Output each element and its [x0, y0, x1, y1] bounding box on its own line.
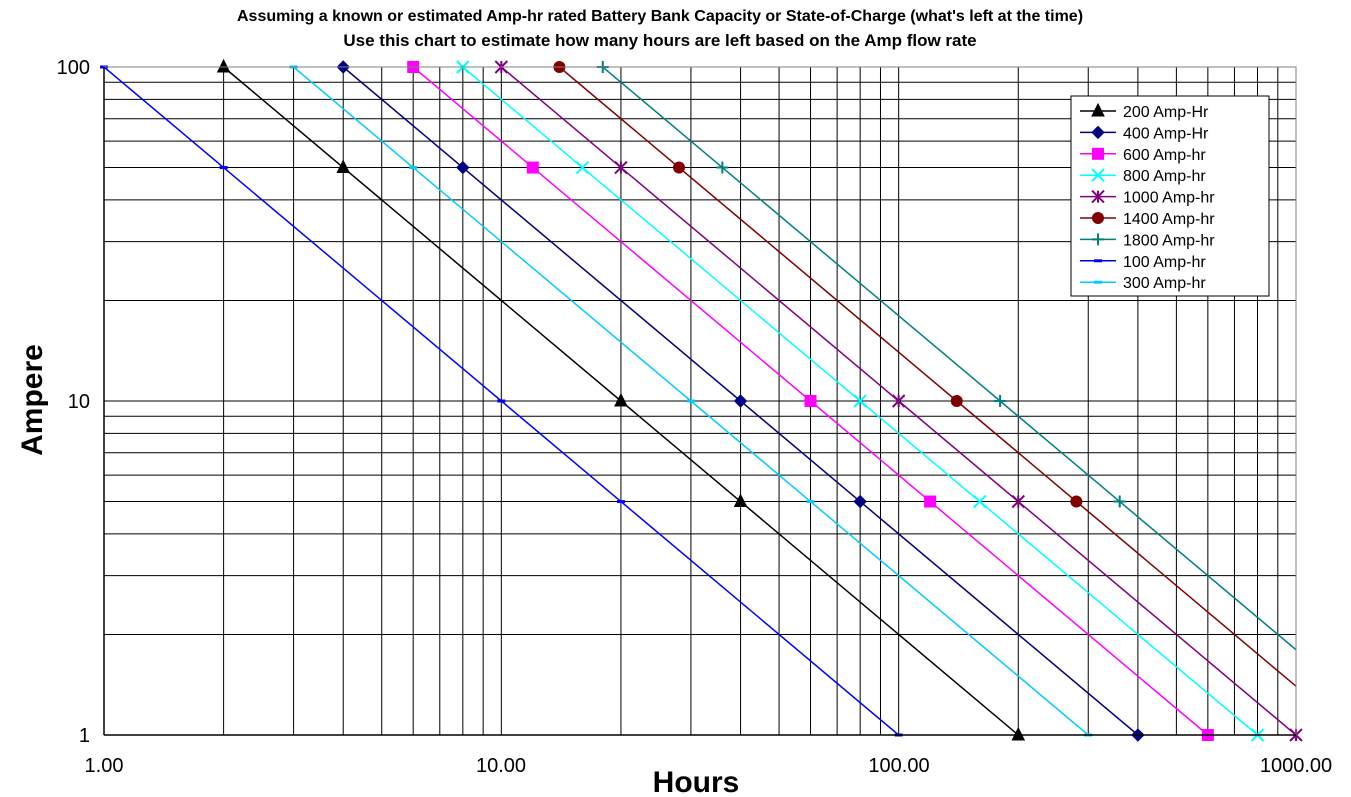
series-point — [673, 161, 686, 174]
y-tick-label: 10 — [68, 391, 90, 413]
series-point — [994, 395, 1007, 407]
legend-swatch-marker — [1092, 233, 1104, 246]
x-tick-labels: 1.00 10.00 100.00 1000.00 — [85, 755, 1333, 777]
series-point — [804, 395, 817, 407]
y-tick-label: 1 — [79, 725, 90, 747]
series-point — [614, 392, 628, 407]
y-tick-label: 100 — [57, 57, 90, 79]
series-point — [336, 159, 351, 174]
legend-swatch-marker — [1092, 147, 1104, 160]
series-point — [1011, 726, 1026, 741]
series-point — [1011, 494, 1025, 509]
series-point — [456, 160, 470, 175]
y-tick-labels: 1 10 100 — [57, 57, 90, 747]
y-axis-label: Ampere — [16, 344, 49, 456]
series-point — [973, 494, 987, 509]
chart-title: Assuming a known or estimated Amp-hr rat… — [237, 8, 1083, 25]
legend-label: 600 Amp-hr — [1123, 147, 1206, 164]
marker-layer — [100, 58, 1303, 742]
series-point — [924, 495, 937, 508]
x-tick-label: 1.00 — [85, 755, 124, 777]
series-point — [853, 494, 867, 509]
legend-label: 100 Amp-hr — [1123, 254, 1206, 271]
series-point — [1113, 495, 1126, 508]
series-point — [526, 161, 539, 174]
legend-swatch-marker — [1091, 102, 1105, 117]
chart-subtitle: Use this chart to estimate how many hour… — [343, 31, 976, 50]
x-tick-label: 1000.00 — [1260, 755, 1332, 777]
legend-swatch-marker — [1091, 189, 1105, 204]
legend-label: 300 Amp-hr — [1123, 275, 1206, 292]
series-point — [614, 160, 628, 175]
series-point — [716, 161, 729, 174]
legend: 200 Amp-Hr 400 Amp-Hr 600 Amp-hr 800 Amp-hr… — [1070, 95, 1270, 297]
x-tick-label: 10.00 — [476, 755, 526, 777]
legend-label: 800 Amp-hr — [1123, 168, 1206, 185]
x-axis-label: Hours — [653, 766, 740, 797]
legend-label: 200 Amp-Hr — [1123, 104, 1209, 121]
legend-label: 400 Amp-Hr — [1123, 125, 1209, 142]
legend-label: 1800 Amp-hr — [1123, 232, 1215, 249]
legend-label: 1000 Amp-hr — [1123, 190, 1215, 207]
series-point — [216, 58, 231, 73]
series-point — [891, 394, 906, 408]
series-point — [853, 394, 867, 408]
legend-swatch-marker — [1091, 125, 1105, 140]
series-point — [575, 160, 590, 175]
series-point — [950, 395, 963, 407]
legend-label: 1400 Amp-hr — [1123, 211, 1215, 228]
x-tick-label: 100.00 — [868, 755, 929, 777]
series-point — [733, 493, 748, 508]
series-point — [1070, 495, 1083, 508]
legend-swatch-marker — [1092, 212, 1104, 224]
legend-swatch-marker — [1091, 168, 1105, 182]
series-point — [733, 394, 748, 408]
